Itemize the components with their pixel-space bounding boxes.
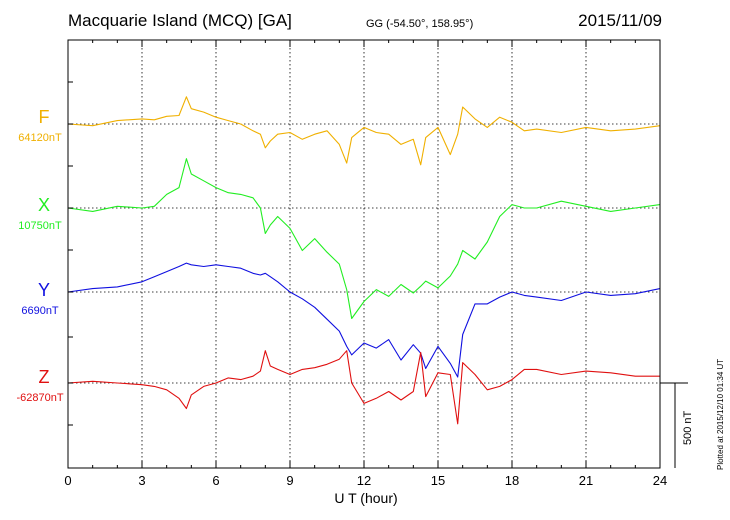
scale-bar-label: 500 nT	[682, 410, 694, 445]
x-tick-label: 0	[64, 473, 71, 488]
series-name-f: F	[39, 107, 50, 127]
series-name-z: Z	[39, 367, 50, 387]
series-base-x: 10750nT	[18, 220, 62, 232]
series-layer	[67, 96, 661, 425]
series-base-y: 6690nT	[21, 305, 59, 317]
series-line-x	[67, 158, 661, 320]
x-axis-label: U T (hour)	[334, 490, 397, 506]
series-line-y	[67, 262, 661, 378]
tick-layer: 0 3 6 9 12 15 18 21 24 F 64120nT X 10750nT Y 6690nT Z -6…	[16, 39, 667, 488]
station-coordinates: GG (-54.50°, 158.95°)	[366, 18, 473, 30]
chart-date: 2015/11/09	[578, 11, 662, 30]
x-tick-label: 21	[579, 473, 593, 488]
grid-layer	[68, 40, 660, 468]
series-base-f: 64120nT	[18, 132, 62, 144]
x-tick-label: 24	[653, 473, 667, 488]
series-name-y: Y	[38, 280, 50, 300]
x-tick-label: 6	[212, 473, 219, 488]
plot-frame	[67, 39, 661, 469]
scale-bar: 500 nT	[660, 382, 694, 468]
x-tick-label: 3	[138, 473, 145, 488]
x-tick-label: 12	[357, 473, 371, 488]
x-tick-label: 15	[431, 473, 445, 488]
plotted-timestamp: Plotted at 2015/12/10 01:34 UT	[716, 359, 725, 470]
series-name-x: X	[38, 195, 50, 215]
x-tick-label: 9	[286, 473, 293, 488]
x-tick-label: 18	[505, 473, 519, 488]
series-line-f	[67, 96, 661, 166]
series-line-z	[67, 350, 660, 425]
series-base-z: -62870nT	[16, 392, 63, 404]
chart-title: Macquarie Island (MCQ) [GA]	[68, 11, 292, 30]
